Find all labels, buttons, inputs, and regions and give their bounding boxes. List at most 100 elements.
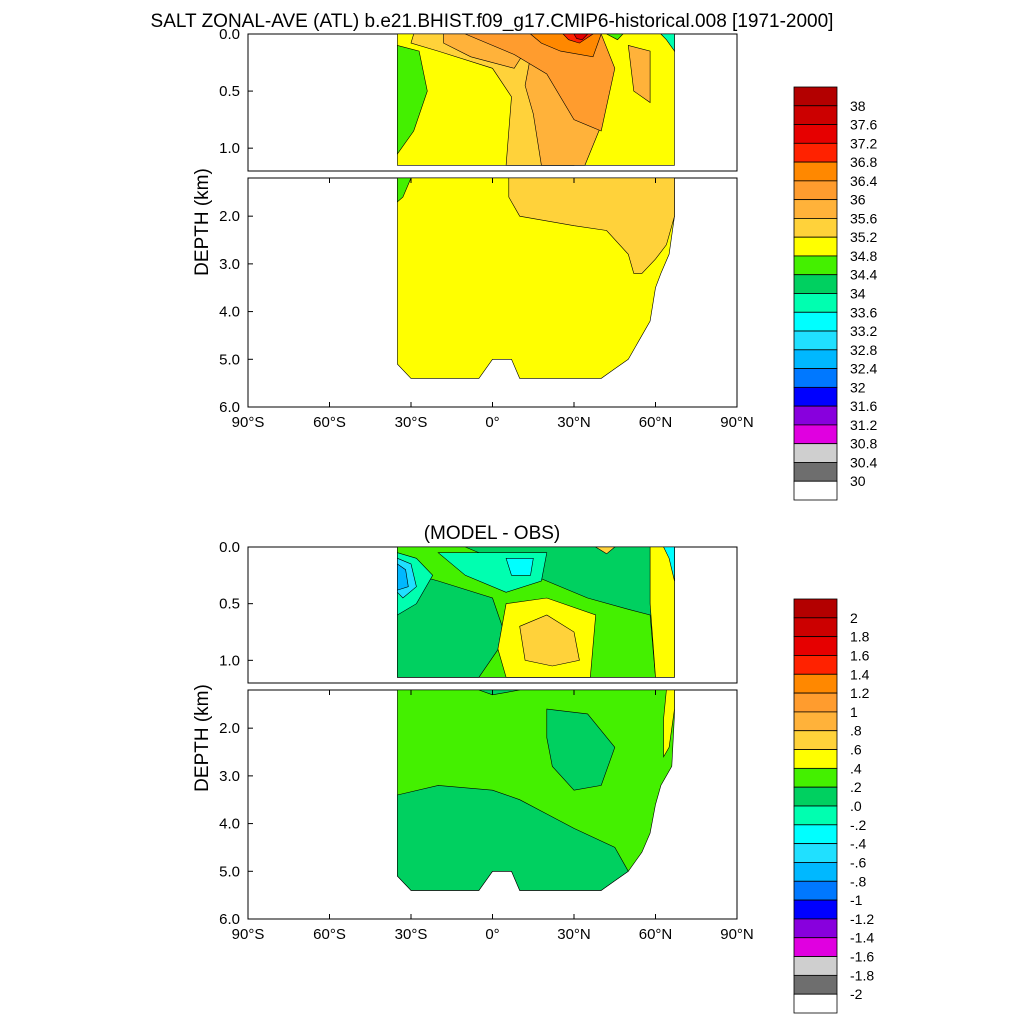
bottom-title: (MODEL - OBS) bbox=[424, 523, 561, 544]
colorbar-label: 2 bbox=[850, 610, 858, 626]
x-tick-label: 60°N bbox=[639, 414, 673, 431]
colorbar-swatch bbox=[793, 862, 838, 882]
colorbar-swatch bbox=[793, 405, 838, 426]
colorbar-label: .6 bbox=[850, 742, 862, 758]
upper-contour-region-11 bbox=[660, 33, 675, 53]
colorbar-swatch bbox=[793, 918, 838, 939]
colorbar-swatch bbox=[793, 105, 838, 125]
colorbar-swatch bbox=[793, 899, 838, 920]
colorbar-swatch bbox=[793, 843, 838, 863]
upper-contour-region-5 bbox=[465, 33, 616, 132]
colorbar-swatch bbox=[793, 730, 838, 750]
y-tick-label: 6.0 bbox=[219, 399, 240, 416]
colorbar-label: 32 bbox=[850, 379, 866, 395]
top-title: SALT ZONAL-AVE (ATL) b.e21.BHIST.f09_g17… bbox=[151, 11, 834, 32]
y-tick-label: 0.5 bbox=[219, 83, 240, 100]
lower-contour-region-15 bbox=[546, 708, 616, 791]
colorbar-swatch bbox=[793, 617, 838, 638]
colorbar-label: .2 bbox=[850, 779, 862, 795]
y-tick-label: 3.0 bbox=[219, 256, 240, 273]
x-tick-label: 30°S bbox=[395, 926, 428, 943]
colorbar-swatch bbox=[793, 86, 838, 107]
x-tick-label: 30°N bbox=[557, 414, 591, 431]
x-tick-label: 90°N bbox=[720, 926, 754, 943]
x-tick-label: 90°S bbox=[232, 926, 265, 943]
bottom-axis-ticks: 90°S 60°S 30°S 0° 30°N 60°N 90°N 0.0 0.5 1.0 2.0 3.… bbox=[219, 539, 754, 943]
lower-contour-region-17 bbox=[663, 689, 675, 758]
y-tick-label: 0.0 bbox=[219, 539, 240, 556]
colorbar-swatch bbox=[793, 255, 838, 276]
colorbar-swatch bbox=[793, 330, 838, 351]
y-tick-label: 4.0 bbox=[219, 816, 240, 833]
colorbar-label: 1 bbox=[850, 704, 858, 720]
x-tick-label: 30°N bbox=[557, 926, 591, 943]
y-tick-label: 2.0 bbox=[219, 720, 240, 737]
y-tick-label: 6.0 bbox=[219, 911, 240, 928]
colorbar-swatch bbox=[793, 786, 838, 807]
colorbar-swatch bbox=[793, 880, 838, 901]
colorbar-label: 34.4 bbox=[850, 267, 877, 283]
x-tick-label: 60°S bbox=[313, 926, 346, 943]
colorbar-label: -.2 bbox=[850, 817, 867, 833]
colorbar-label: 32.8 bbox=[850, 342, 877, 358]
colorbar-label: .0 bbox=[850, 798, 862, 814]
bottom-ylabel: DEPTH (km) bbox=[192, 684, 213, 792]
colorbar-label: -1.8 bbox=[850, 967, 874, 983]
colorbar-swatch bbox=[793, 655, 838, 675]
upper-contour-region-5 bbox=[519, 614, 580, 667]
colorbar-swatch bbox=[793, 767, 838, 788]
colorbar-label: -.4 bbox=[850, 836, 867, 852]
y-tick-label: 2.0 bbox=[219, 208, 240, 225]
colorbar-label: 32.4 bbox=[850, 361, 877, 377]
colorbar-label: -1.2 bbox=[850, 911, 874, 927]
upper-contour-region-11 bbox=[594, 546, 616, 555]
colorbar-swatch bbox=[793, 673, 838, 694]
colorbar-label: .8 bbox=[850, 723, 862, 739]
upper-contour-region-12 bbox=[663, 546, 675, 582]
colorbar-label: 30.8 bbox=[850, 436, 877, 452]
upper-contour-region-9 bbox=[627, 44, 651, 104]
colorbar-label: .4 bbox=[850, 760, 862, 776]
top-colorbar: 38 37.6 37.2 36.8 36.4 36 35.6 35.2 34.8 34.4 34 33… bbox=[793, 86, 877, 501]
colorbar-label: 37.2 bbox=[850, 135, 877, 151]
y-tick-label: 5.0 bbox=[219, 351, 240, 368]
lower-contour-region-14 bbox=[508, 177, 675, 274]
y-tick-label: 3.0 bbox=[219, 768, 240, 785]
x-tick-label: 0° bbox=[485, 414, 499, 431]
y-tick-label: 4.0 bbox=[219, 304, 240, 321]
colorbar-label: 35.2 bbox=[850, 229, 877, 245]
colorbar-swatch bbox=[793, 692, 838, 713]
colorbar-swatch bbox=[793, 180, 838, 201]
colorbar-swatch bbox=[793, 386, 838, 407]
colorbar-label: 38 bbox=[850, 98, 866, 114]
colorbar-swatch bbox=[793, 824, 838, 845]
top-salinity-plot: SALT ZONAL-AVE (ATL) b.e21.BHIST.f09_g17… bbox=[151, 11, 877, 501]
colorbar-label: 1.6 bbox=[850, 647, 870, 663]
colorbar-label: 37.6 bbox=[850, 117, 877, 133]
upper-contour-region-10 bbox=[606, 33, 624, 41]
colorbar-swatch bbox=[793, 443, 838, 463]
colorbar-label: -2 bbox=[850, 986, 863, 1002]
colorbar-swatch bbox=[793, 274, 838, 294]
colorbar-label: 30.4 bbox=[850, 454, 877, 470]
x-tick-label: 90°N bbox=[720, 414, 754, 431]
y-tick-label: 1.0 bbox=[219, 652, 240, 669]
upper-contour-region-1 bbox=[397, 45, 428, 155]
x-tick-label: 0° bbox=[485, 926, 499, 943]
colorbar-swatch bbox=[793, 142, 838, 163]
colorbar-label: 1.4 bbox=[850, 666, 870, 682]
colorbar-swatch bbox=[793, 218, 838, 238]
colorbar-swatch bbox=[793, 480, 838, 501]
colorbar-swatch bbox=[793, 993, 838, 1014]
y-tick-label: 1.0 bbox=[219, 140, 240, 157]
x-tick-label: 30°S bbox=[395, 414, 428, 431]
y-tick-label: 0.0 bbox=[219, 26, 240, 43]
colorbar-label: 36.8 bbox=[850, 154, 877, 170]
x-tick-label: 60°S bbox=[313, 414, 346, 431]
bottom-upper-fills bbox=[397, 546, 675, 678]
x-tick-label: 90°S bbox=[232, 414, 265, 431]
colorbar-label: 36 bbox=[850, 192, 866, 208]
colorbar-swatch bbox=[793, 124, 838, 144]
lower-contour-region-13 bbox=[397, 177, 412, 203]
